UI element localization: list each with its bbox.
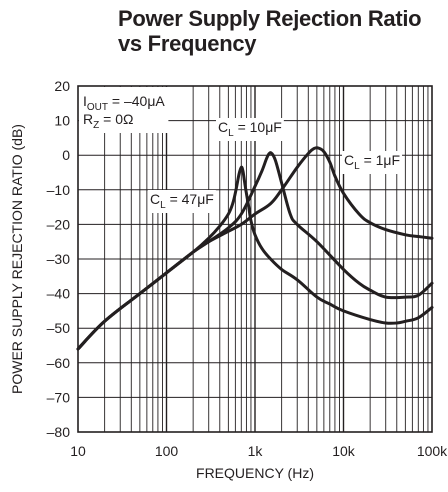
conditions-background (79, 87, 169, 133)
y-tick-labels: 20 10 0 –10 –20 –30 –40 –50 –60 –70 –80 (47, 78, 71, 440)
y-tick-label: –10 (47, 182, 71, 198)
y-tick-label: 0 (62, 147, 70, 163)
y-tick-label: –50 (47, 320, 71, 336)
y-tick-label: –30 (47, 251, 71, 267)
condition-iout-text: IOUT = –40μA (83, 93, 165, 113)
y-tick-label: –40 (47, 286, 71, 302)
chart-title: Power Supply Rejection Ratio vs Frequenc… (118, 6, 422, 56)
plot-frame (77, 85, 433, 433)
series-label-cl-10uf: CL = 10μF (216, 118, 284, 141)
x-tick-label: 10 (70, 443, 86, 459)
x-tick-labels: 10 100 1k 10k 100k (70, 443, 448, 459)
y-tick-label: –20 (47, 216, 71, 232)
x-tick-label: 10k (332, 443, 356, 459)
series-line-cl-47uf (76, 165, 434, 351)
series-label-cl-47uf: CL = 47μF (148, 190, 216, 213)
series-label-cl-1uf: CL = 1μF (342, 151, 403, 174)
series-line-cl-1uf (76, 146, 434, 351)
y-tick-label: –60 (47, 355, 71, 371)
x-axis-label: FREQUENCY (Hz) (196, 465, 314, 481)
series-label-cl-1uf-text: CL = 1μF (344, 152, 400, 172)
series-label-cl-47uf-text: CL = 47μF (150, 191, 214, 211)
x-tick-label: 100 (155, 443, 179, 459)
series-label-cl-10uf-text: CL = 10μF (218, 119, 282, 139)
series-label-cl-1uf-background (342, 151, 403, 174)
y-axis-label: POWER SUPPLY REJECTION RATIO (dB) (9, 124, 25, 394)
y-tick-label: 20 (54, 78, 70, 94)
y-tick-label: –70 (47, 389, 71, 405)
x-tick-label: 1k (248, 443, 264, 459)
x-tick-label: 100k (417, 443, 448, 459)
y-tick-label: 10 (54, 113, 70, 129)
y-tick-label: –80 (47, 424, 71, 440)
condition-iout: IOUT = –40μA (83, 93, 165, 113)
condition-rz-text: RZ = 0Ω (83, 111, 133, 131)
condition-rz: RZ = 0Ω (83, 111, 133, 131)
series-label-cl-47uf-background (148, 190, 216, 213)
series-lines (76, 146, 434, 351)
series-label-cl-10uf-background (216, 118, 284, 141)
